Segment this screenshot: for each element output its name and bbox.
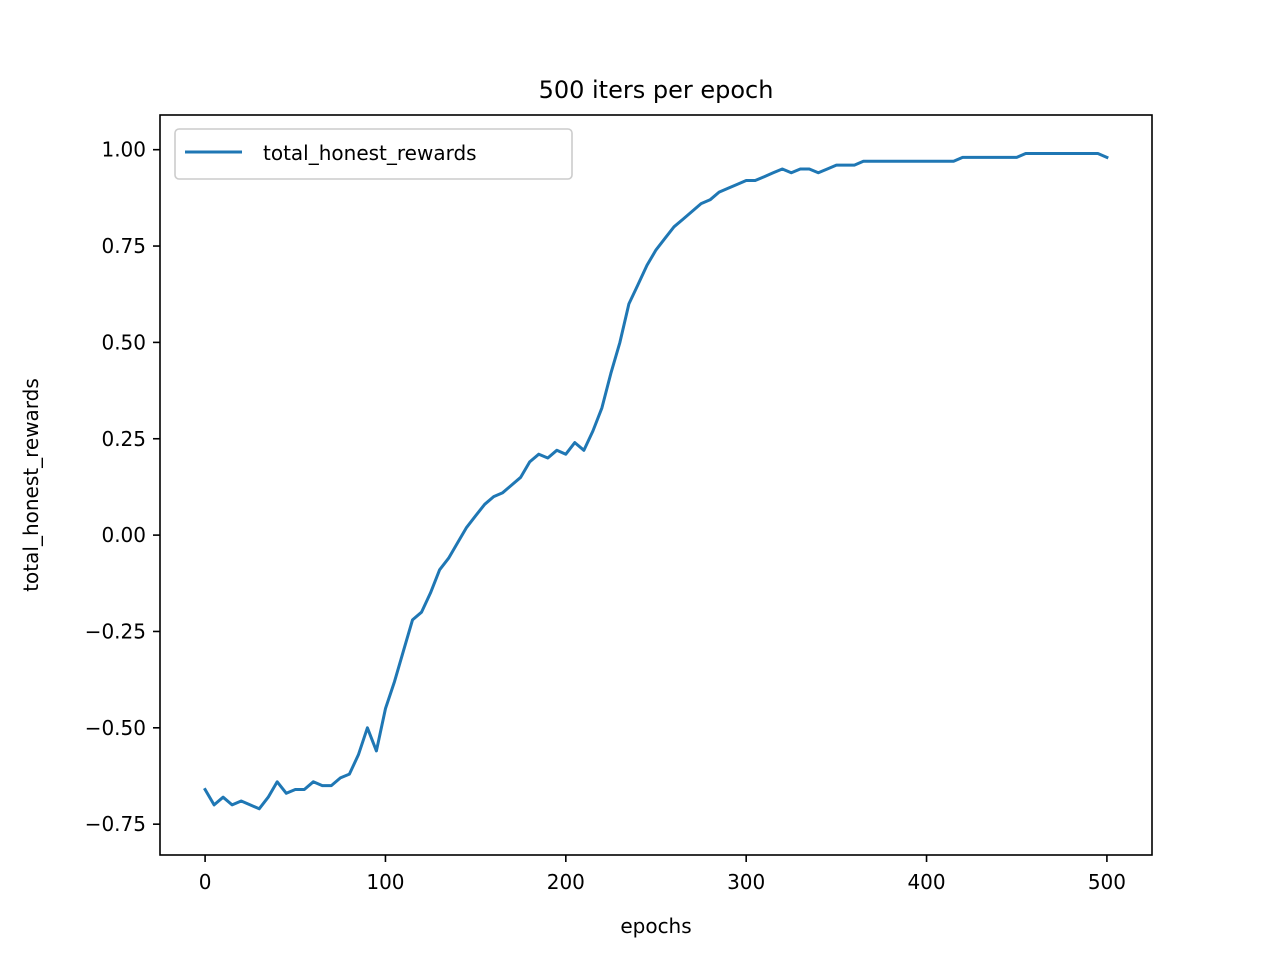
chart-title: 500 iters per epoch [539, 76, 774, 104]
x-tick-label: 0 [199, 870, 212, 894]
axes-frame [159, 114, 1153, 856]
y-axis-label: total_honest_rewards [19, 378, 43, 592]
x-axis-label: epochs [620, 914, 691, 938]
x-tick-label: 100 [366, 870, 404, 894]
x-tick-label: 400 [907, 870, 945, 894]
y-tick-label: 0.25 [101, 427, 146, 451]
y-tick-label: 1.00 [101, 138, 146, 162]
y-tick-label: 0.50 [101, 330, 146, 354]
y-axis-ticks: −0.75 −0.50 −0.25 0.00 0.25 0.50 0.75 1.00 [85, 138, 160, 836]
x-tick-label: 200 [547, 870, 585, 894]
x-axis-ticks: 0 100 200 300 400 500 [199, 855, 1126, 894]
y-tick-label: 0.00 [101, 523, 146, 547]
y-tick-label: 0.75 [101, 234, 146, 258]
x-tick-label: 300 [727, 870, 765, 894]
y-tick-label: −0.50 [85, 716, 146, 740]
legend: total_honest_rewards [174, 128, 573, 180]
x-tick-label: 500 [1088, 870, 1126, 894]
plot-area [203, 152, 1109, 811]
legend-label: total_honest_rewards [263, 141, 477, 165]
series-line-total-honest-rewards [203, 152, 1109, 811]
y-tick-label: −0.25 [85, 619, 146, 643]
legend-box [174, 128, 573, 180]
y-tick-label: −0.75 [85, 812, 146, 836]
